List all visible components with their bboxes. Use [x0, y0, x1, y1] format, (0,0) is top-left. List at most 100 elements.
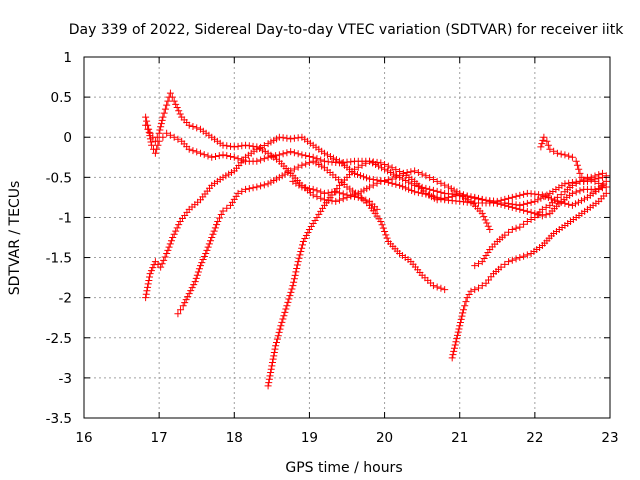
data-point [168, 93, 176, 101]
data-point [164, 97, 172, 105]
data-point [542, 211, 550, 219]
data-point [542, 203, 550, 211]
data-points [142, 89, 610, 390]
data-point [209, 230, 217, 238]
grid [84, 57, 610, 418]
data-point [471, 286, 479, 294]
data-point [572, 157, 580, 165]
y-tick-label: -1 [59, 210, 72, 226]
data-point [320, 189, 328, 197]
chart-title: Day 339 of 2022, Sidereal Day-to-day VTE… [69, 22, 624, 38]
x-tick-label: 23 [601, 430, 618, 446]
data-point [568, 153, 576, 161]
data-point [537, 194, 545, 202]
data-point [508, 256, 516, 264]
data-point [158, 260, 166, 268]
data-point [433, 283, 441, 291]
data-point [572, 179, 580, 187]
y-tick-label: -2.5 [46, 331, 72, 347]
data-point [360, 173, 368, 181]
data-point [335, 196, 343, 204]
data-point [516, 205, 524, 213]
data-point [565, 179, 573, 187]
data-point [381, 160, 389, 168]
data-point [185, 290, 193, 298]
data-point [595, 179, 603, 187]
data-point [281, 308, 289, 316]
data-point [373, 205, 381, 213]
data-point [203, 246, 211, 254]
data-point [302, 184, 310, 192]
x-tick-label: 18 [226, 430, 243, 446]
data-point [497, 200, 505, 208]
data-point [175, 107, 183, 115]
data-point [402, 184, 410, 192]
y-tick-label: -3 [59, 371, 72, 387]
data-point [381, 227, 389, 235]
data-point [155, 129, 163, 137]
data-point [191, 278, 199, 286]
data-point [169, 234, 177, 241]
data-point [576, 187, 584, 195]
data-point [145, 276, 153, 284]
data-point [260, 181, 268, 189]
data-point [142, 290, 150, 298]
data-point [508, 225, 516, 233]
data-point [520, 252, 528, 260]
data-point [238, 187, 246, 195]
data-point [216, 214, 224, 222]
data-point [219, 141, 227, 149]
data-point [328, 188, 336, 196]
data-point [377, 159, 385, 167]
data-point [147, 138, 155, 146]
data-point [166, 240, 174, 248]
data-point [196, 149, 204, 157]
data-point [363, 174, 371, 182]
data-point [384, 167, 392, 175]
data-point [378, 164, 386, 172]
data-point [200, 151, 208, 159]
data-point [568, 189, 576, 197]
data-point [411, 167, 419, 175]
data-point [317, 156, 325, 164]
y-tick-label: -0.5 [46, 170, 72, 186]
data-point [561, 199, 569, 207]
data-point [433, 177, 441, 185]
data-point [501, 201, 509, 209]
y-tick-label: -1.5 [46, 251, 72, 267]
data-point [602, 172, 610, 180]
data-point [429, 282, 437, 290]
data-point [219, 207, 227, 215]
data-point [215, 152, 223, 160]
data-point [332, 188, 340, 196]
data-point [290, 165, 298, 173]
data-point [305, 185, 313, 193]
data-point [304, 228, 312, 236]
data-point [561, 180, 569, 188]
data-point [179, 302, 187, 310]
data-point [143, 287, 151, 295]
data-point [288, 285, 296, 293]
data-point [267, 365, 275, 373]
data-point [287, 288, 295, 296]
data-point [538, 191, 546, 199]
data-point [339, 190, 347, 198]
data-point [297, 248, 305, 256]
data-point [290, 149, 298, 157]
data-point [591, 185, 599, 193]
data-point [450, 347, 458, 355]
data-point [441, 194, 449, 202]
data-point [313, 187, 321, 195]
data-point [407, 168, 415, 176]
data-point [577, 197, 585, 205]
data-point [456, 319, 464, 327]
data-point [377, 177, 385, 185]
data-point [343, 191, 351, 199]
data-point [313, 155, 321, 163]
data-point [290, 134, 298, 142]
data-point [280, 312, 288, 320]
data-point [265, 375, 273, 383]
data-point [388, 175, 396, 183]
data-point [467, 287, 475, 295]
y-tick-label: -2 [59, 291, 72, 307]
